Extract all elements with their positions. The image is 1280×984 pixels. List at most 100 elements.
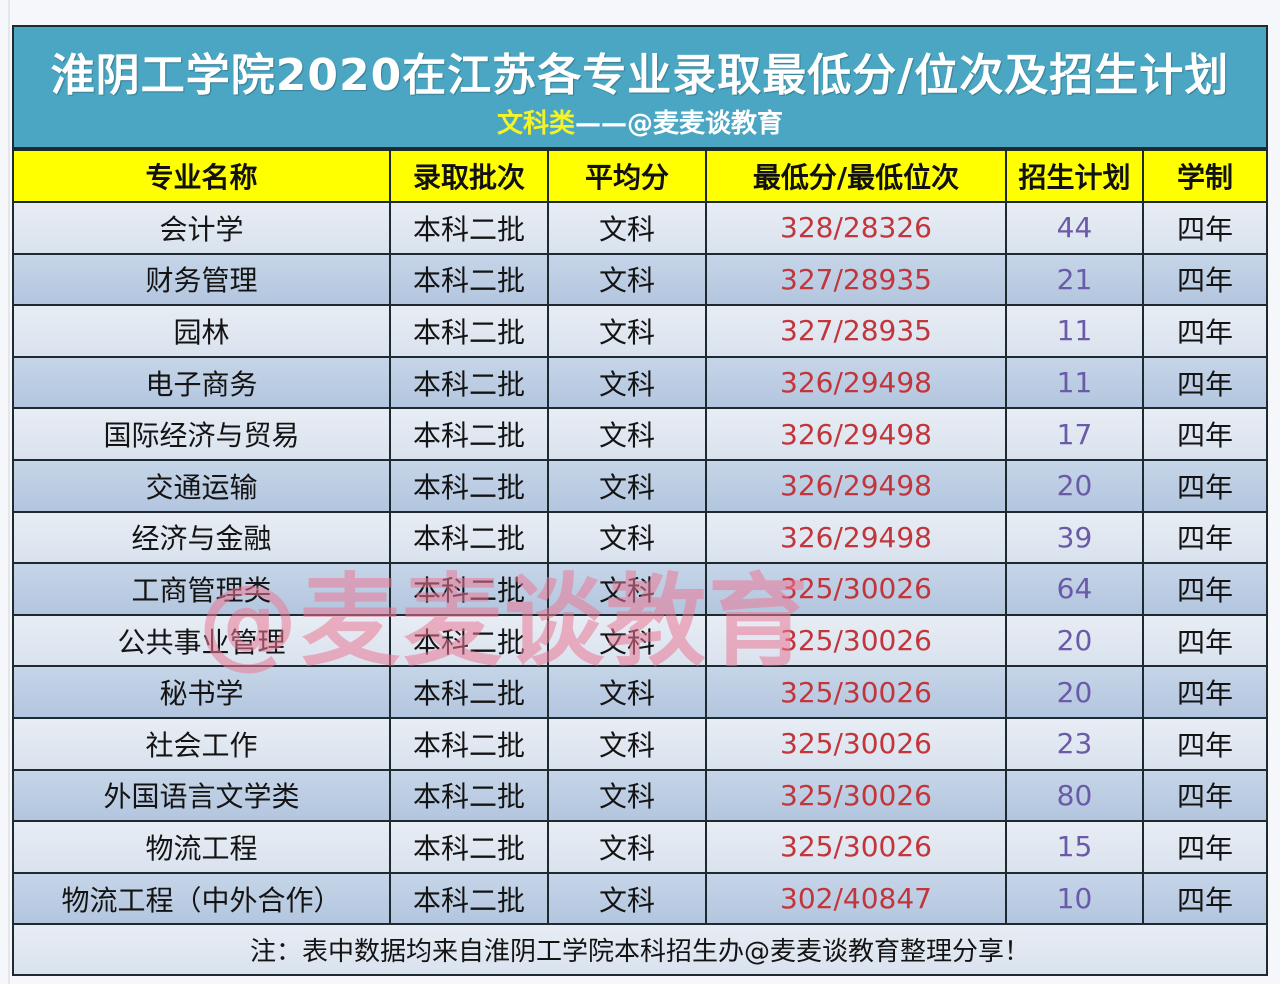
table-row: 电子商务 本科二批 文科 326/29498 11 四年	[14, 355, 1266, 410]
cell-duration: 四年	[1142, 716, 1266, 771]
cell-plan: 15	[1005, 820, 1144, 874]
cell-min-score-rank: 328/28326	[705, 201, 1007, 255]
cell-min-score-rank: 326/29498	[705, 407, 1007, 461]
cell-batch: 本科二批	[389, 201, 549, 255]
cell-batch: 本科二批	[389, 510, 549, 565]
table-row: 财务管理 本科二批 文科 327/28935 21 四年	[14, 252, 1266, 307]
cell-min-score-rank: 327/28935	[705, 252, 1007, 307]
cell-type: 文科	[547, 355, 707, 410]
cell-min-score-rank: 325/30026	[705, 716, 1007, 771]
header-duration: 学制	[1142, 149, 1266, 203]
header-min-score-rank: 最低分/最低位次	[705, 149, 1007, 203]
cell-duration: 四年	[1142, 407, 1266, 461]
page-title: 淮阴工学院2020在江苏各专业录取最低分/位次及招生计划	[50, 50, 1230, 101]
table-row: 秘书学 本科二批 文科 325/30026 20 四年	[14, 665, 1266, 719]
cell-duration: 四年	[1142, 458, 1266, 513]
cell-duration: 四年	[1142, 613, 1266, 668]
note-row: 注：表中数据均来自淮阴工学院本科招生办@麦麦谈教育整理分享！	[14, 923, 1266, 975]
cell-plan: 11	[1005, 304, 1144, 358]
cell-min-score-rank: 326/29498	[705, 355, 1007, 410]
cell-min-score-rank: 325/30026	[705, 820, 1007, 874]
cell-type: 文科	[547, 201, 707, 255]
cell-type: 文科	[547, 665, 707, 719]
table-header-row: 专业名称 录取批次 平均分 最低分/最低位次 招生计划 学制	[14, 149, 1266, 203]
cell-plan: 39	[1005, 510, 1144, 565]
cell-batch: 本科二批	[389, 613, 549, 668]
page-edge	[8, 0, 10, 984]
header-batch: 录取批次	[389, 149, 549, 203]
cell-major: 秘书学	[14, 665, 391, 719]
cell-major: 经济与金融	[14, 510, 391, 565]
cell-min-score-rank: 326/29498	[705, 510, 1007, 565]
table-row: 交通运输 本科二批 文科 326/29498 20 四年	[14, 458, 1266, 513]
table-row: 国际经济与贸易 本科二批 文科 326/29498 17 四年	[14, 407, 1266, 461]
cell-major: 社会工作	[14, 716, 391, 771]
admission-table: 专业名称 录取批次 平均分 最低分/最低位次 招生计划 学制 会计学 本科二批 …	[14, 149, 1266, 975]
subtitle: 文科类——@麦麦谈教育	[14, 103, 1266, 140]
cell-major: 物流工程	[14, 820, 391, 874]
table-row: 经济与金融 本科二批 文科 326/29498 39 四年	[14, 510, 1266, 565]
cell-duration: 四年	[1142, 562, 1266, 616]
table-row: 社会工作 本科二批 文科 325/30026 23 四年	[14, 716, 1266, 771]
cell-duration: 四年	[1142, 665, 1266, 719]
cell-type: 文科	[547, 562, 707, 616]
cell-batch: 本科二批	[389, 355, 549, 410]
cell-type: 文科	[547, 820, 707, 874]
cell-min-score-rank: 327/28935	[705, 304, 1007, 358]
cell-min-score-rank: 325/30026	[705, 768, 1007, 823]
title-banner: 淮阴工学院2020在江苏各专业录取最低分/位次及招生计划 文科类——@麦麦谈教育	[14, 27, 1266, 149]
cell-plan: 23	[1005, 716, 1144, 771]
cell-duration: 四年	[1142, 252, 1266, 307]
cell-batch: 本科二批	[389, 665, 549, 719]
source-label: ——@麦麦谈教育	[575, 109, 784, 139]
cell-plan: 20	[1005, 458, 1144, 513]
cell-type: 文科	[547, 458, 707, 513]
cell-type: 文科	[547, 304, 707, 358]
cell-major: 公共事业管理	[14, 613, 391, 668]
cell-duration: 四年	[1142, 201, 1266, 255]
cell-major: 电子商务	[14, 355, 391, 410]
cell-batch: 本科二批	[389, 768, 549, 823]
cell-batch: 本科二批	[389, 562, 549, 616]
cell-duration: 四年	[1142, 304, 1266, 358]
cell-plan: 11	[1005, 355, 1144, 410]
cell-min-score-rank: 325/30026	[705, 665, 1007, 719]
header-plan: 招生计划	[1005, 149, 1144, 203]
cell-min-score-rank: 302/40847	[705, 871, 1007, 926]
category-label: 文科类	[496, 109, 575, 139]
cell-major: 交通运输	[14, 458, 391, 513]
cell-plan: 44	[1005, 201, 1144, 255]
cell-major: 外国语言文学类	[14, 768, 391, 823]
table-row: 外国语言文学类 本科二批 文科 325/30026 80 四年	[14, 768, 1266, 823]
cell-batch: 本科二批	[389, 304, 549, 358]
table-row: 物流工程（中外合作） 本科二批 文科 302/40847 10 四年	[14, 871, 1266, 926]
table-note: 注：表中数据均来自淮阴工学院本科招生办@麦麦谈教育整理分享！	[14, 923, 1266, 975]
cell-batch: 本科二批	[389, 458, 549, 513]
table-row: 工商管理类 本科二批 文科 325/30026 64 四年	[14, 562, 1266, 616]
cell-plan: 20	[1005, 665, 1144, 719]
table-row: 物流工程 本科二批 文科 325/30026 15 四年	[14, 820, 1266, 874]
cell-major: 国际经济与贸易	[14, 407, 391, 461]
cell-duration: 四年	[1142, 820, 1266, 874]
cell-type: 文科	[547, 768, 707, 823]
cell-type: 文科	[547, 407, 707, 461]
cell-duration: 四年	[1142, 768, 1266, 823]
cell-min-score-rank: 325/30026	[705, 562, 1007, 616]
table-row: 园林 本科二批 文科 327/28935 11 四年	[14, 304, 1266, 358]
cell-batch: 本科二批	[389, 871, 549, 926]
cell-major: 财务管理	[14, 252, 391, 307]
cell-min-score-rank: 325/30026	[705, 613, 1007, 668]
cell-duration: 四年	[1142, 510, 1266, 565]
cell-type: 文科	[547, 871, 707, 926]
cell-major: 工商管理类	[14, 562, 391, 616]
cell-batch: 本科二批	[389, 252, 549, 307]
cell-plan: 10	[1005, 871, 1144, 926]
cell-plan: 64	[1005, 562, 1144, 616]
header-average: 平均分	[547, 149, 707, 203]
cell-type: 文科	[547, 252, 707, 307]
cell-major: 物流工程（中外合作）	[14, 871, 391, 926]
table-row: 会计学 本科二批 文科 328/28326 44 四年	[14, 201, 1266, 255]
cell-batch: 本科二批	[389, 716, 549, 771]
header-major: 专业名称	[14, 149, 391, 203]
cell-duration: 四年	[1142, 355, 1266, 410]
